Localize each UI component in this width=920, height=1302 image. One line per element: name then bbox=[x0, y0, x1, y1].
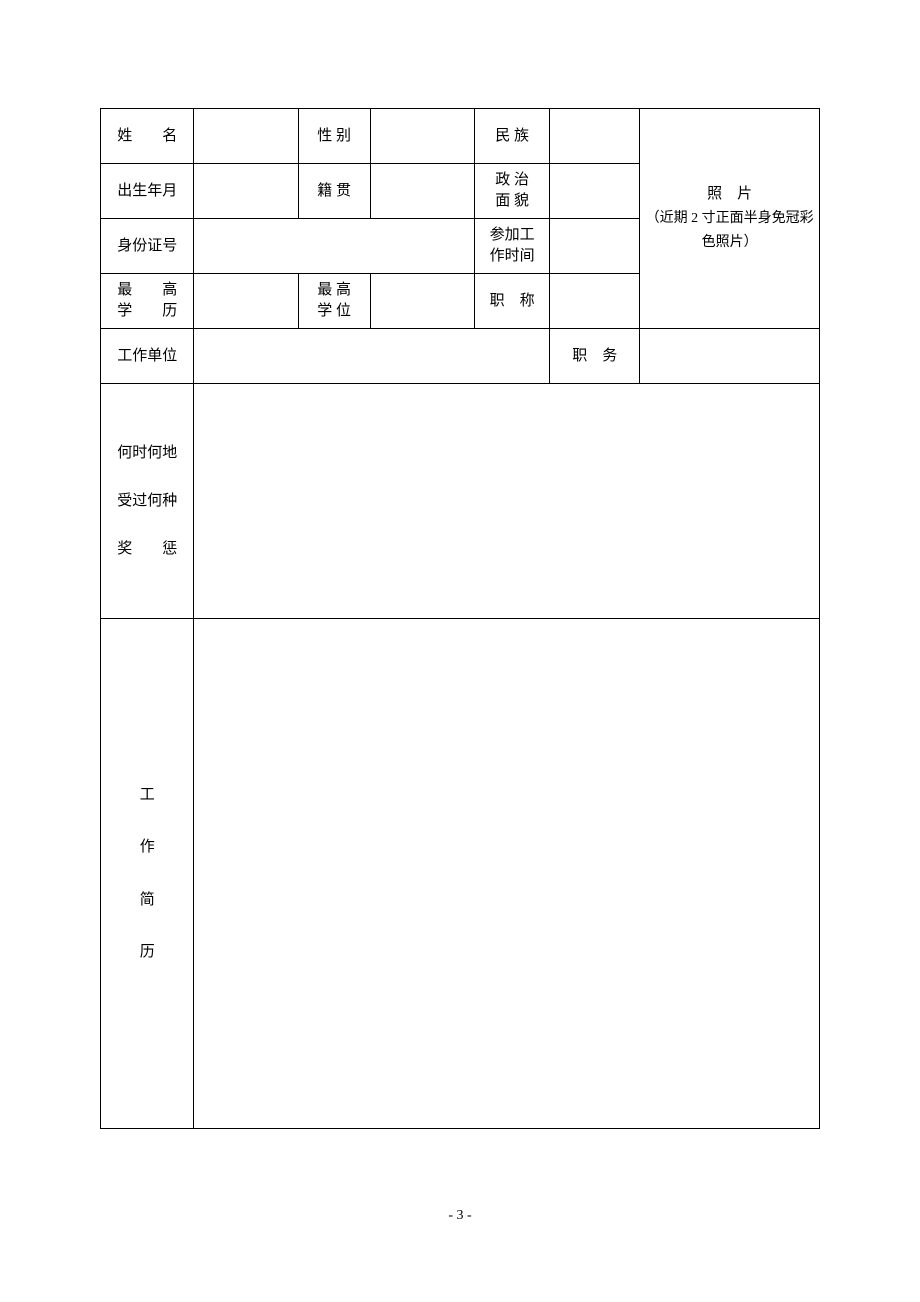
photo-subtitle: （近期 2 寸正面半身免冠彩色照片） bbox=[642, 207, 817, 255]
value-ethnicity[interactable] bbox=[550, 109, 640, 164]
value-title[interactable] bbox=[550, 274, 640, 329]
value-highest-degree[interactable] bbox=[370, 274, 474, 329]
value-birth[interactable] bbox=[194, 164, 298, 219]
label-gender: 性 别 bbox=[298, 109, 370, 164]
label-ethnicity: 民 族 bbox=[474, 109, 549, 164]
label-title: 职 称 bbox=[474, 274, 549, 329]
value-name[interactable] bbox=[194, 109, 298, 164]
label-highest-edu: 最 高 学 历 bbox=[101, 274, 194, 329]
label-position: 职 务 bbox=[550, 329, 640, 384]
form-page: 姓 名 性 别 民 族 照 片 （近期 2 寸正面半身免冠彩色照片） 出生年月 … bbox=[0, 0, 920, 1129]
value-employer[interactable] bbox=[194, 329, 550, 384]
label-awards: 何时何地 受过何种 奖 惩 bbox=[101, 384, 194, 619]
label-political: 政 治 面 貌 bbox=[474, 164, 549, 219]
row-resume: 工 作 简 历 bbox=[101, 619, 820, 1129]
label-work-start: 参加工 作时间 bbox=[474, 219, 549, 274]
label-origin: 籍 贯 bbox=[298, 164, 370, 219]
value-political[interactable] bbox=[550, 164, 640, 219]
value-work-start[interactable] bbox=[550, 219, 640, 274]
photo-placeholder[interactable]: 照 片 （近期 2 寸正面半身免冠彩色照片） bbox=[640, 109, 820, 329]
label-employer: 工作单位 bbox=[101, 329, 194, 384]
value-position[interactable] bbox=[640, 329, 820, 384]
label-name: 姓 名 bbox=[101, 109, 194, 164]
value-origin[interactable] bbox=[370, 164, 474, 219]
personnel-form-table: 姓 名 性 别 民 族 照 片 （近期 2 寸正面半身免冠彩色照片） 出生年月 … bbox=[100, 108, 820, 1129]
page-number: - 3 - bbox=[0, 1208, 920, 1224]
value-gender[interactable] bbox=[370, 109, 474, 164]
photo-title: 照 片 bbox=[642, 182, 817, 208]
row-awards: 何时何地 受过何种 奖 惩 bbox=[101, 384, 820, 619]
label-highest-degree: 最 高 学 位 bbox=[298, 274, 370, 329]
row-employer: 工作单位 职 务 bbox=[101, 329, 820, 384]
row-name: 姓 名 性 别 民 族 照 片 （近期 2 寸正面半身免冠彩色照片） bbox=[101, 109, 820, 164]
label-id-number: 身份证号 bbox=[101, 219, 194, 274]
value-awards[interactable] bbox=[194, 384, 820, 619]
value-highest-edu[interactable] bbox=[194, 274, 298, 329]
label-birth: 出生年月 bbox=[101, 164, 194, 219]
value-id-number[interactable] bbox=[194, 219, 474, 274]
label-resume: 工 作 简 历 bbox=[101, 619, 194, 1129]
value-resume[interactable] bbox=[194, 619, 820, 1129]
